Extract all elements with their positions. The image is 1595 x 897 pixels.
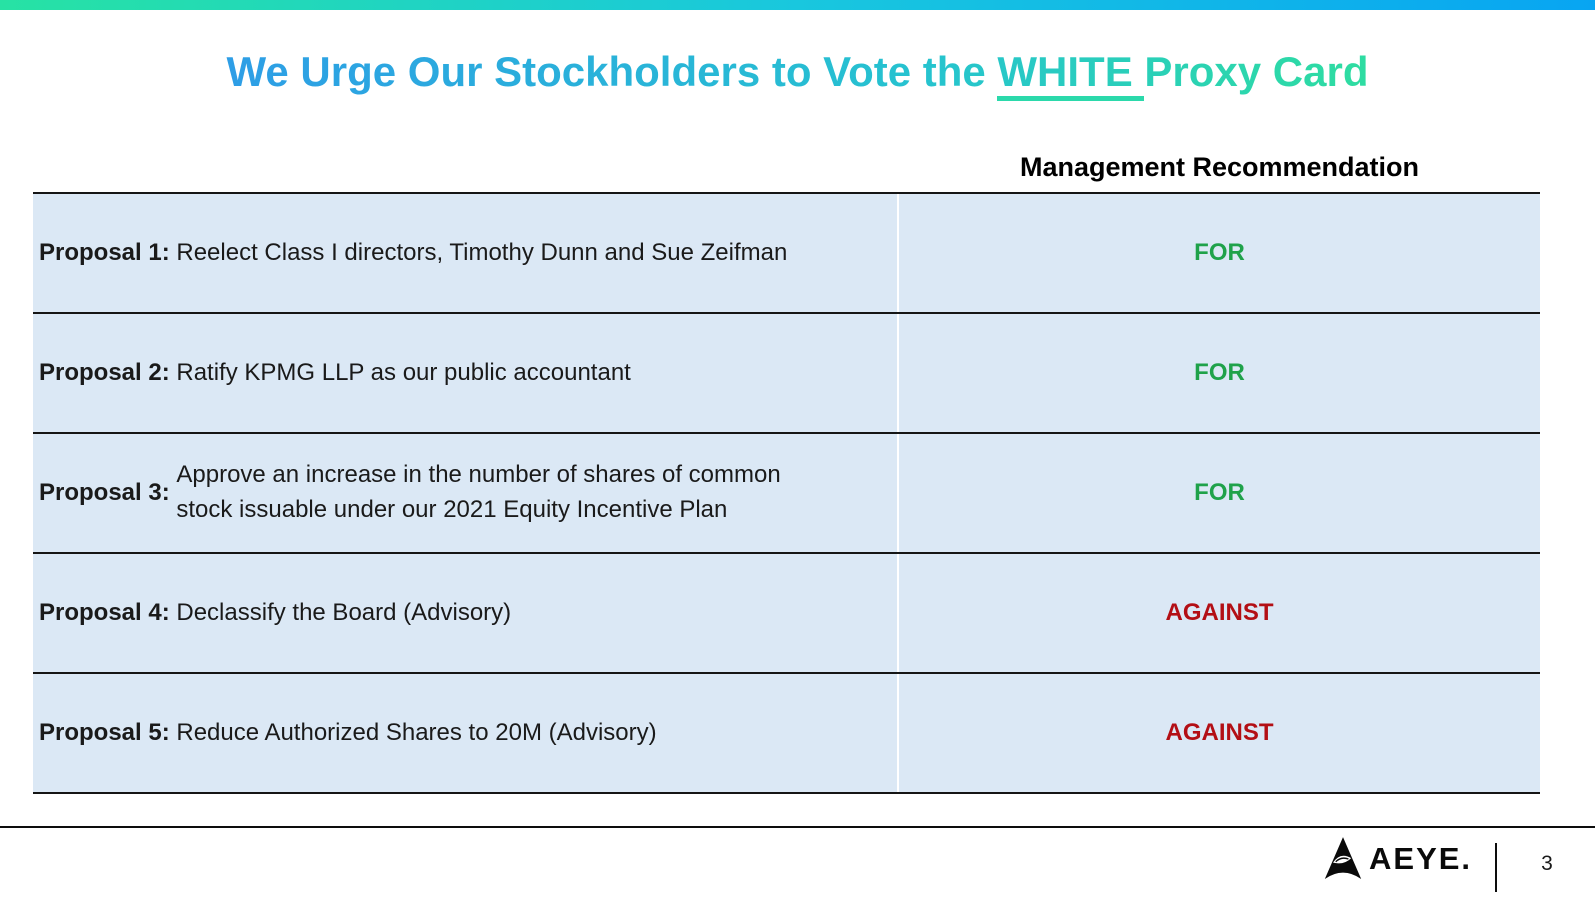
proposal-4-label: Proposal 4: bbox=[39, 598, 170, 626]
table-body: Proposal 1: Reelect Class I directors, T… bbox=[33, 192, 1540, 794]
proposal-1-text: Reelect Class I directors, Timothy Dunn … bbox=[176, 238, 788, 266]
title-prefix: We Urge Our Stockholders to Vote the bbox=[226, 48, 998, 95]
proposal-3-cell: Proposal 3: Approve an increase in the n… bbox=[33, 434, 899, 552]
proposal-2-cell: Proposal 2: Ratify KPMG LLP as our publi… bbox=[33, 314, 899, 432]
title-suffix: Proxy Card bbox=[1144, 48, 1369, 95]
page-number: 3 bbox=[1541, 852, 1553, 875]
title-highlight-white: WHITE bbox=[997, 48, 1145, 101]
aeye-logo-icon bbox=[1324, 837, 1362, 879]
proposal-3-text: Approve an increase in the number of sha… bbox=[176, 461, 781, 523]
vote-cell-5: AGAINST bbox=[1165, 719, 1274, 746]
vote-cell-4: AGAINST bbox=[1165, 599, 1274, 626]
aeye-logo-wordmark: AEYE. bbox=[1369, 841, 1473, 876]
proposal-1-cell: Proposal 1: Reelect Class I directors, T… bbox=[33, 194, 899, 312]
proposal-5-label: Proposal 5: bbox=[39, 718, 170, 746]
table-row-proposal-4: Proposal 4: Declassify the Board (Adviso… bbox=[33, 554, 1540, 674]
proposal-4-text: Declassify the Board (Advisory) bbox=[176, 598, 512, 626]
table-row-proposal-3: Proposal 3: Approve an increase in the n… bbox=[33, 434, 1540, 554]
table-row-proposal-2: Proposal 2: Ratify KPMG LLP as our publi… bbox=[33, 314, 1540, 434]
vote-cell-3: FOR bbox=[1194, 479, 1245, 506]
vote-cell-1: FOR bbox=[1194, 239, 1245, 266]
proposal-5-cell: Proposal 5: Reduce Authorized Shares to … bbox=[33, 674, 899, 792]
proposal-1-label: Proposal 1: bbox=[39, 238, 170, 266]
aeye-logo: AEYE. bbox=[1323, 834, 1472, 884]
proposal-4-cell: Proposal 4: Declassify the Board (Adviso… bbox=[33, 554, 899, 672]
footer-divider-line bbox=[1495, 843, 1497, 892]
table-row-proposal-5: Proposal 5: Reduce Authorized Shares to … bbox=[33, 674, 1540, 794]
vote-cell-2: FOR bbox=[1194, 359, 1245, 386]
proposal-table: Management Recommendation Proposal 1: Re… bbox=[33, 150, 1540, 794]
management-recommendation-header: Management Recommendation bbox=[1019, 152, 1420, 182]
brand-gradient-bar bbox=[0, 0, 1595, 10]
proposal-3-label: Proposal 3: bbox=[39, 478, 170, 506]
table-header-row: Management Recommendation bbox=[33, 150, 1540, 192]
footer-rule bbox=[0, 826, 1595, 828]
proposal-2-label: Proposal 2: bbox=[39, 358, 170, 386]
proposal-5-text: Reduce Authorized Shares to 20M (Advisor… bbox=[176, 718, 657, 746]
proposal-2-text: Ratify KPMG LLP as our public accountant bbox=[176, 358, 631, 386]
table-row-proposal-1: Proposal 1: Reelect Class I directors, T… bbox=[33, 194, 1540, 314]
slide-title: We Urge Our Stockholders to Vote the WHI… bbox=[0, 46, 1595, 101]
